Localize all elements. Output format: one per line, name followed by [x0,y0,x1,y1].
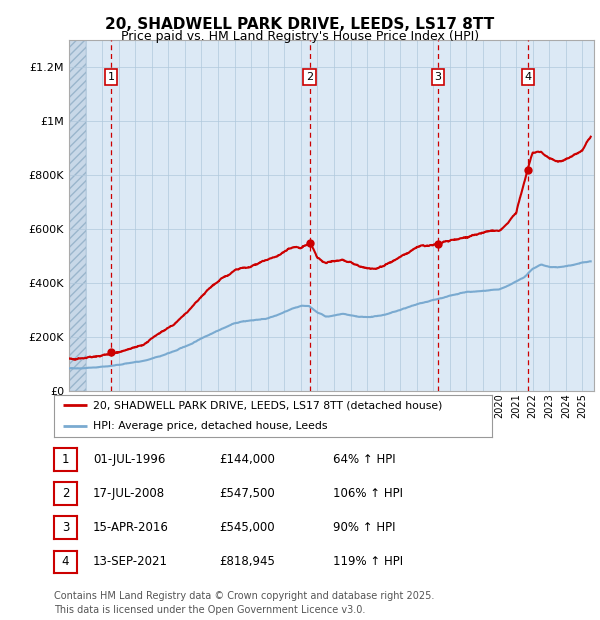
Bar [69,40,86,391]
Text: 4: 4 [62,556,69,568]
Text: 01-JUL-1996: 01-JUL-1996 [93,453,166,466]
Text: £818,945: £818,945 [219,556,275,568]
Text: £547,500: £547,500 [219,487,275,500]
Text: 13-SEP-2021: 13-SEP-2021 [93,556,168,568]
Text: 2: 2 [62,487,69,500]
Text: Contains HM Land Registry data © Crown copyright and database right 2025.
This d: Contains HM Land Registry data © Crown c… [54,591,434,615]
Text: 20, SHADWELL PARK DRIVE, LEEDS, LS17 8TT: 20, SHADWELL PARK DRIVE, LEEDS, LS17 8TT [106,17,494,32]
Text: 4: 4 [524,72,532,82]
Text: 3: 3 [434,72,442,82]
Text: 90% ↑ HPI: 90% ↑ HPI [333,521,395,534]
Text: 15-APR-2016: 15-APR-2016 [93,521,169,534]
Text: 17-JUL-2008: 17-JUL-2008 [93,487,165,500]
Text: 1: 1 [107,72,115,82]
Text: 106% ↑ HPI: 106% ↑ HPI [333,487,403,500]
Text: Price paid vs. HM Land Registry's House Price Index (HPI): Price paid vs. HM Land Registry's House … [121,30,479,43]
Text: HPI: Average price, detached house, Leeds: HPI: Average price, detached house, Leed… [94,421,328,431]
Text: 119% ↑ HPI: 119% ↑ HPI [333,556,403,568]
Text: 2: 2 [306,72,313,82]
Text: 20, SHADWELL PARK DRIVE, LEEDS, LS17 8TT (detached house): 20, SHADWELL PARK DRIVE, LEEDS, LS17 8TT… [94,400,443,410]
Text: 64% ↑ HPI: 64% ↑ HPI [333,453,395,466]
Text: 3: 3 [62,521,69,534]
Text: 1: 1 [62,453,69,466]
Text: £545,000: £545,000 [219,521,275,534]
Text: £144,000: £144,000 [219,453,275,466]
